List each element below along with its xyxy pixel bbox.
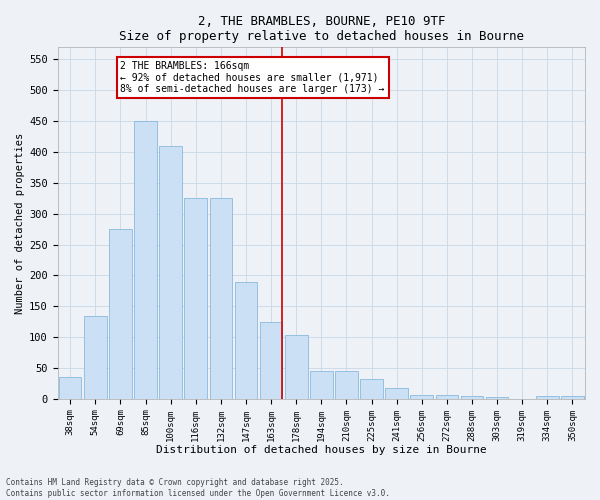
X-axis label: Distribution of detached houses by size in Bourne: Distribution of detached houses by size … xyxy=(156,445,487,455)
Bar xyxy=(260,322,283,399)
Bar xyxy=(536,396,559,399)
Bar xyxy=(436,394,458,399)
Bar xyxy=(134,121,157,399)
Bar xyxy=(184,198,207,399)
Text: Contains HM Land Registry data © Crown copyright and database right 2025.
Contai: Contains HM Land Registry data © Crown c… xyxy=(6,478,390,498)
Bar xyxy=(561,396,584,399)
Bar xyxy=(59,378,82,399)
Bar xyxy=(209,198,232,399)
Bar xyxy=(109,229,132,399)
Bar xyxy=(160,146,182,399)
Bar xyxy=(235,282,257,399)
Bar xyxy=(335,371,358,399)
Bar xyxy=(410,394,433,399)
Bar xyxy=(84,316,107,399)
Bar xyxy=(385,388,408,399)
Y-axis label: Number of detached properties: Number of detached properties xyxy=(15,132,25,314)
Title: 2, THE BRAMBLES, BOURNE, PE10 9TF
Size of property relative to detached houses i: 2, THE BRAMBLES, BOURNE, PE10 9TF Size o… xyxy=(119,15,524,43)
Bar xyxy=(285,336,308,399)
Bar xyxy=(360,379,383,399)
Bar xyxy=(486,397,508,399)
Text: 2 THE BRAMBLES: 166sqm
← 92% of detached houses are smaller (1,971)
8% of semi-d: 2 THE BRAMBLES: 166sqm ← 92% of detached… xyxy=(121,60,385,94)
Bar xyxy=(461,396,483,399)
Bar xyxy=(310,371,332,399)
